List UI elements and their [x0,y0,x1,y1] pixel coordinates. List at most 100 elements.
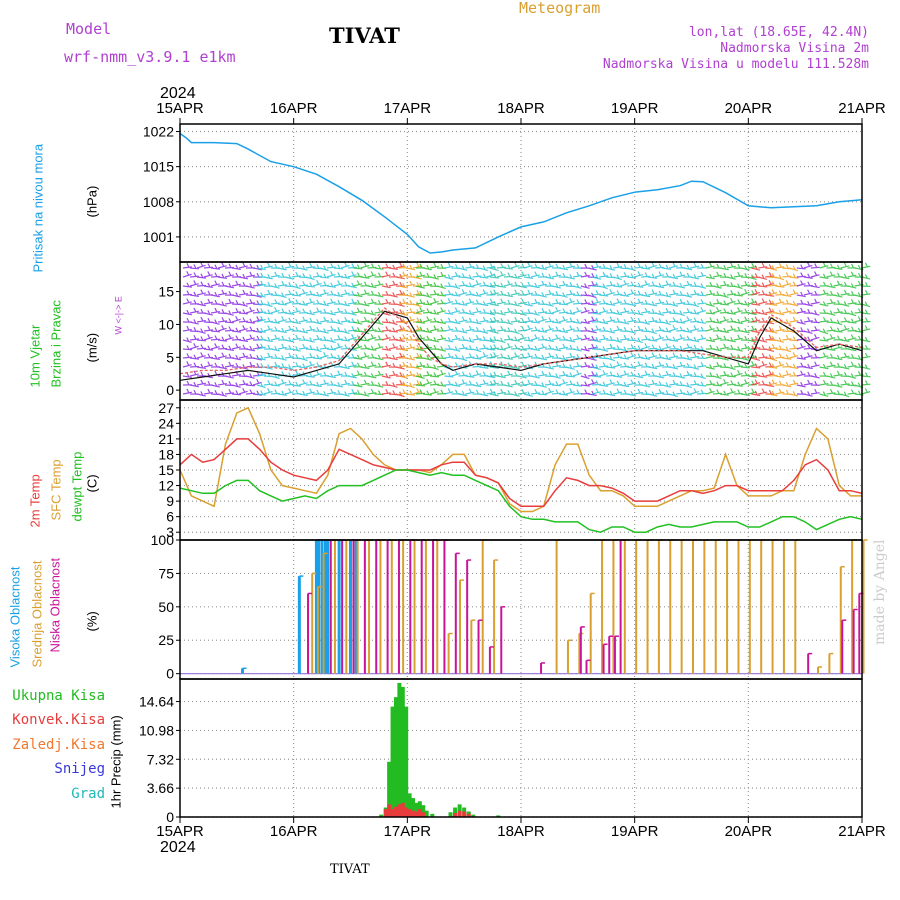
wind-barb [719,330,729,334]
wind-barb-flag [214,382,218,387]
wind-barb-flag [836,335,841,340]
wind-barb-flag [330,271,334,276]
wind-barb [422,284,433,287]
wind-barb-flag [754,300,758,306]
wind-barb [613,266,623,269]
wind-barb [580,302,590,305]
wind-barb-flag [651,344,655,349]
wind-barb-flag [595,309,599,315]
wind-barb [182,364,192,368]
wind-barb [782,384,792,388]
wind-barb-flag [548,344,552,350]
wind-barb-flag [330,263,334,268]
wind-barb-flag [595,290,599,295]
wind-barb-flag [323,328,327,333]
wind-barb-flag [200,316,204,322]
wind-barb-flag [416,309,420,314]
wind-barb-flag [709,336,713,342]
wind-barb [572,302,583,305]
wind-barb [252,381,262,386]
wind-barb-flag [754,363,758,368]
wind-barb-flag [737,389,741,395]
wind-barb-flag [576,263,580,269]
wind-barb [712,309,722,314]
wind-barb-flag [419,361,423,367]
wind-barb-flag [562,355,566,360]
wind-barb-flag [651,281,655,287]
wind-barb-flag [500,345,504,350]
wind-barb-flag [440,307,444,312]
wind-barb-flag [584,291,588,296]
wind-barb-flag [207,318,211,323]
wind-barb-flag [500,337,504,342]
wind-barb-flag [221,352,225,357]
wind-barb-flag [267,273,271,279]
precip-bar-total [390,706,395,817]
wind-barb-flag [521,298,525,304]
wind-barb-flag [426,371,430,376]
wind-barb [751,382,761,386]
wind-barb [648,264,658,269]
wind-barb [796,275,806,278]
wind-barb-flag [723,264,727,270]
wind-barb [789,393,799,397]
wind-barb-flag [630,273,634,278]
wind-barb-flag [316,362,320,367]
wind-barb-flag [309,290,313,295]
wind-barb-flag [562,316,566,321]
wind-barb [634,273,644,278]
wind-barb [523,327,533,332]
wind-barb-flag [723,308,727,313]
wind-barb-flag [337,335,341,340]
wind-barb-flag [468,317,472,323]
wind-barb-flag [468,388,472,394]
wind-barb-flag [521,334,525,339]
wind-barb [641,321,651,325]
wind-barb-flag [454,263,458,269]
wind-barb-flag [534,310,538,315]
wind-barb-flag [723,280,727,286]
wind-barb [415,348,425,352]
wind-barb-flag [309,262,313,268]
wind-barb [374,330,384,333]
wind-barb-flag [249,283,253,288]
wind-barb-flag [730,364,734,369]
wind-barb [551,337,561,341]
wind-barb-flag [672,352,676,358]
wind-barb-flag [771,289,775,294]
wind-barb-flag [200,273,204,279]
wind-barb [558,267,568,271]
wind-barb [662,311,672,314]
wind-barb-flag [744,335,748,341]
wind-barb [733,365,743,368]
wind-barb [833,373,843,377]
wind-barb [861,312,871,315]
wind-barb-flag [482,344,486,349]
wind-barb-flag [814,263,818,268]
wind-barb-flag [433,380,437,385]
wind-barb [305,266,315,269]
wind-barb-flag [454,354,458,359]
wind-barb-flag [493,344,497,349]
wind-barb-flag [723,390,727,396]
wind-barb [496,391,506,395]
wind-barb [458,291,468,296]
ytick-label-cloud: 50 [158,599,174,615]
wind-barb [224,337,234,341]
wind-barb [620,373,630,377]
precip-bar-total [387,761,392,817]
wind-barb-flag [730,336,734,342]
wind-barb [613,375,623,378]
wind-barb [775,364,785,368]
wind-barb-flag [419,389,423,394]
wind-barb [210,294,220,298]
wind-barb-flag [475,389,479,395]
wind-barb-flag [500,388,504,394]
wind-barb-flag [644,299,648,305]
wind-barb [544,383,555,386]
wind-barb-flag [630,352,634,357]
wind-barb [458,319,468,323]
wind-barb-flag [468,274,472,279]
wind-barb-flag [235,292,239,297]
wind-barb [740,382,750,386]
